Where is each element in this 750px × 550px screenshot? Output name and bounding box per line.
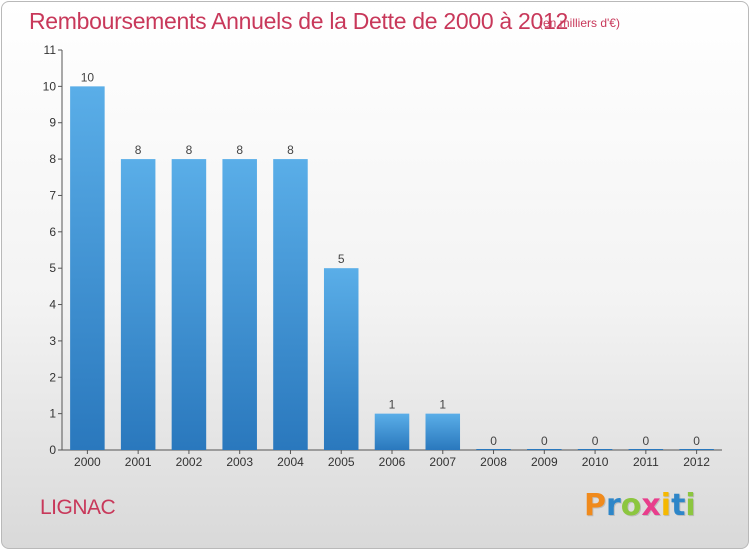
x-tick-label: 2011 bbox=[633, 455, 659, 469]
y-tick-label: 3 bbox=[49, 334, 56, 348]
chart-unit: (en milliers d'€) bbox=[539, 16, 620, 30]
y-tick-label: 9 bbox=[49, 116, 56, 130]
x-tick-label: 2003 bbox=[226, 455, 253, 469]
x-tick-label: 2000 bbox=[74, 455, 101, 469]
x-tick-label: 2002 bbox=[176, 455, 203, 469]
bar bbox=[222, 159, 257, 450]
bar bbox=[171, 159, 207, 450]
commune-name: LIGNAC bbox=[40, 496, 116, 519]
x-tick-label: 2007 bbox=[429, 455, 456, 469]
y-tick-label: 11 bbox=[44, 43, 57, 57]
chart-bars bbox=[70, 86, 714, 450]
y-tick-label: 1 bbox=[49, 407, 56, 421]
chart-labels: 10 2000 8 2001 8 2002 8 2003 8 2004 5 2005 1 2006 1 200… bbox=[74, 70, 710, 469]
x-tick-label: 2006 bbox=[379, 455, 406, 469]
bar bbox=[628, 449, 664, 450]
bar-value-label: 1 bbox=[389, 398, 396, 412]
bar-value-label: 0 bbox=[592, 434, 599, 448]
y-tick-label: 0 bbox=[49, 443, 56, 457]
x-tick-label: 2005 bbox=[328, 455, 355, 469]
bar-value-label: 5 bbox=[338, 252, 345, 266]
y-tick-label: 10 bbox=[43, 79, 57, 93]
bar-value-label: 10 bbox=[81, 70, 95, 84]
x-tick-label: 2001 bbox=[125, 455, 152, 469]
y-tick-label: 7 bbox=[49, 188, 56, 202]
y-tick-label: 8 bbox=[49, 152, 56, 166]
bar-value-label: 8 bbox=[287, 143, 294, 157]
logo-letter: o bbox=[620, 488, 642, 523]
bar-value-label: 8 bbox=[236, 143, 243, 157]
bar-value-label: 0 bbox=[643, 434, 650, 448]
bar bbox=[120, 159, 156, 450]
logo-letter: x bbox=[641, 488, 661, 523]
chart-title: Remboursements Annuels de la Dette de 20… bbox=[29, 8, 568, 34]
logo-letter: r bbox=[606, 488, 621, 523]
bar bbox=[374, 413, 410, 450]
x-tick-label: 2004 bbox=[277, 455, 304, 469]
x-tick-label: 2010 bbox=[582, 455, 609, 469]
bar bbox=[273, 159, 308, 450]
proxiti-logo: Proxiti bbox=[584, 488, 696, 523]
bar-value-label: 8 bbox=[186, 143, 193, 157]
bar bbox=[70, 86, 105, 450]
y-tick-label: 5 bbox=[49, 261, 56, 275]
bar bbox=[425, 413, 461, 450]
bar-value-label: 0 bbox=[490, 434, 497, 448]
logo-letter: i bbox=[685, 488, 696, 523]
bar-value-label: 0 bbox=[541, 434, 548, 448]
x-tick-label: 2008 bbox=[480, 455, 507, 469]
bar-value-label: 8 bbox=[135, 143, 142, 157]
logo-letter: i bbox=[660, 488, 672, 523]
bar bbox=[323, 268, 359, 450]
logo-letter: P bbox=[584, 488, 606, 523]
y-tick-label: 6 bbox=[49, 225, 56, 239]
bar bbox=[527, 449, 562, 450]
logo-letter: t bbox=[671, 488, 686, 523]
bar bbox=[476, 449, 511, 450]
x-tick-label: 2009 bbox=[531, 455, 558, 469]
y-tick-label: 2 bbox=[49, 370, 56, 384]
y-tick-label: 4 bbox=[49, 298, 56, 312]
bar-value-label: 0 bbox=[693, 434, 700, 448]
bar bbox=[577, 449, 613, 450]
bar-value-label: 1 bbox=[439, 398, 446, 412]
x-tick-label: 2012 bbox=[683, 455, 710, 469]
bar bbox=[679, 449, 714, 450]
